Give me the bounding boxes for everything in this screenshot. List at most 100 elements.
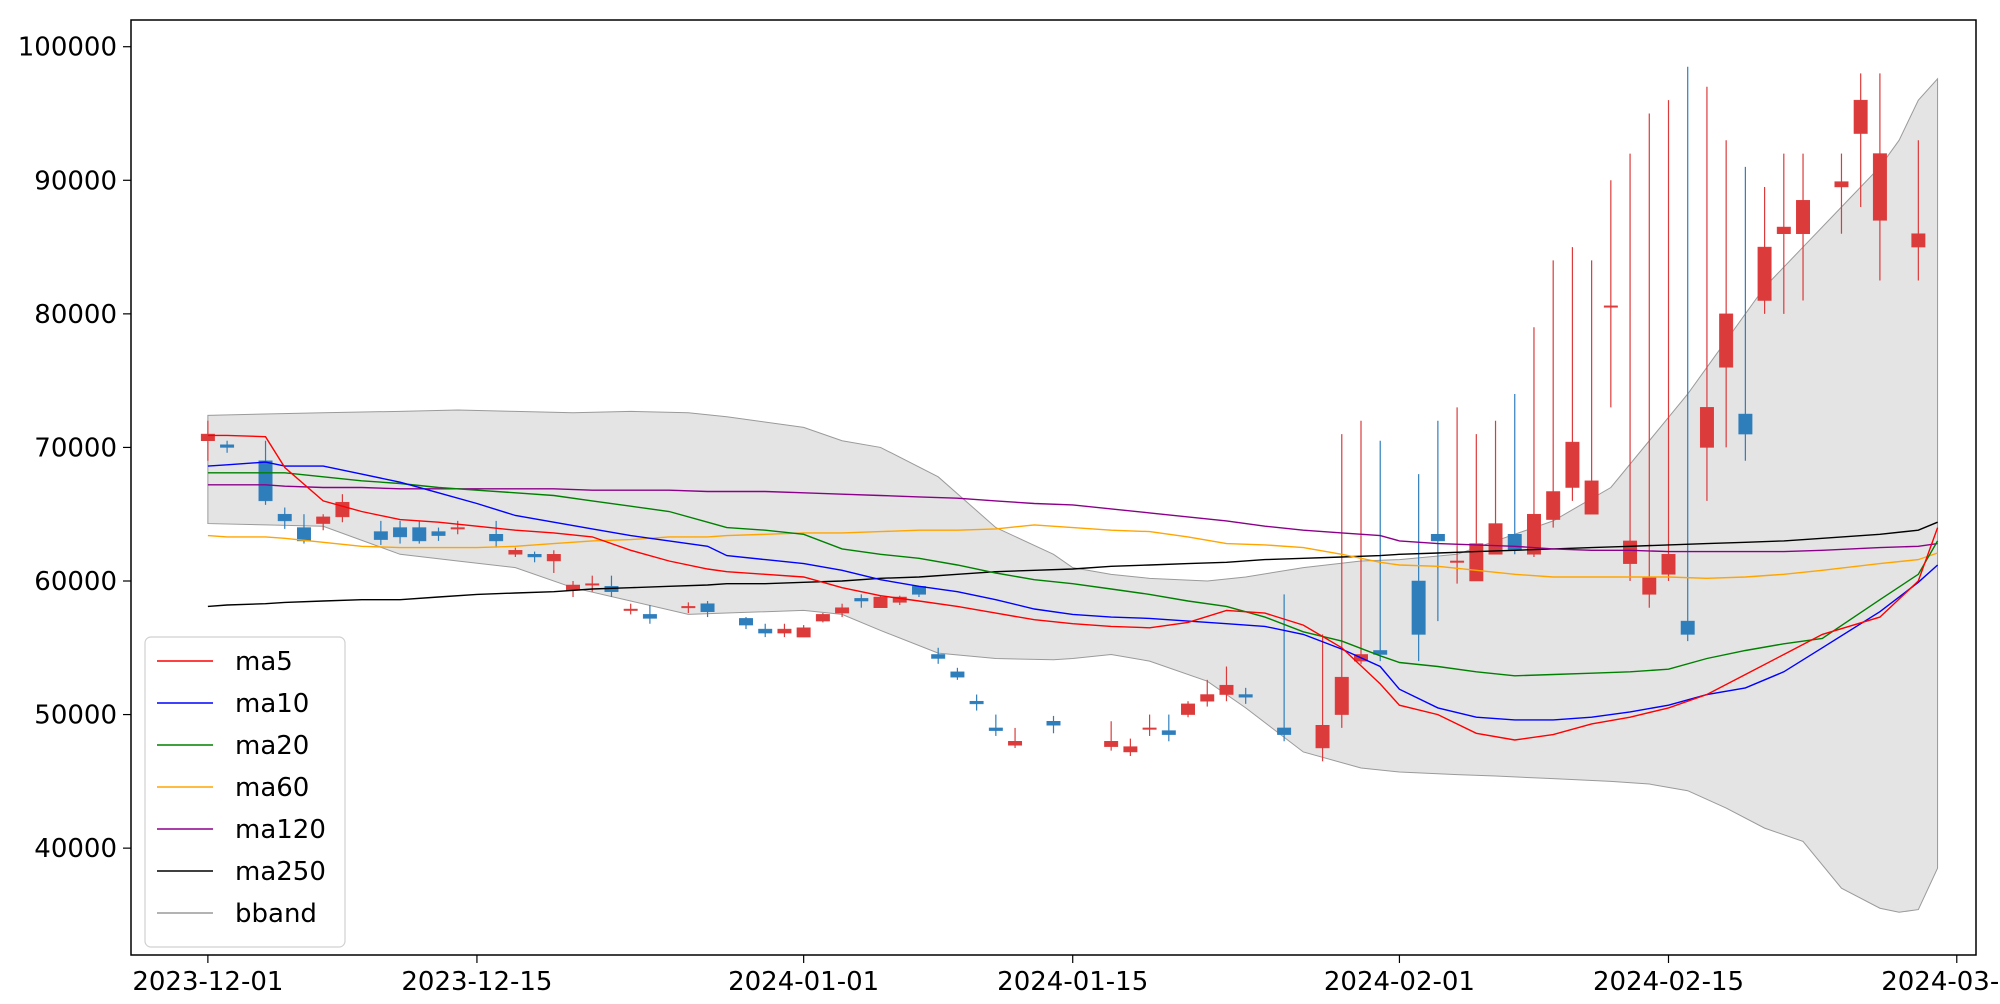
- candle: [1104, 721, 1119, 751]
- ma10-line: [207, 461, 1939, 721]
- legend: ma5 ma10 ma20 ma60 ma120 ma250 bband: [144, 636, 346, 948]
- legend-label: ma10: [235, 689, 309, 719]
- candle: [1411, 474, 1426, 662]
- y-tick-label: 40000: [34, 834, 117, 864]
- candle-body: [969, 700, 984, 705]
- y-tick-label: 80000: [34, 300, 117, 330]
- candle: [1661, 100, 1676, 581]
- candle-body: [623, 608, 638, 611]
- ma120-line: [207, 484, 1938, 553]
- candle: [1315, 634, 1330, 762]
- candle-body: [1776, 226, 1791, 234]
- bband-area: [207, 77, 1939, 913]
- legend-label: ma120: [235, 815, 326, 845]
- candle: [1430, 420, 1445, 622]
- candle-body: [950, 671, 965, 678]
- candle: [412, 520, 427, 544]
- candle-body: [1546, 491, 1561, 520]
- candle: [931, 647, 946, 664]
- candle: [777, 623, 792, 638]
- candle: [489, 520, 504, 548]
- ma250-line: [207, 521, 1938, 608]
- x-tick-label: 2024-02-01: [1324, 967, 1475, 997]
- candle-body: [815, 614, 830, 622]
- candle: [1757, 186, 1772, 314]
- candle-body: [1872, 153, 1887, 221]
- candle: [1373, 440, 1388, 662]
- candle-body: [1526, 513, 1541, 555]
- candle-body: [296, 527, 311, 542]
- candle-body: [1603, 305, 1618, 308]
- candle: [1526, 327, 1541, 557]
- candle-body: [1334, 676, 1349, 715]
- candle: [1123, 738, 1138, 756]
- candle: [1565, 247, 1580, 501]
- candle: [1603, 180, 1618, 408]
- candle: [1680, 66, 1695, 642]
- candle: [220, 440, 235, 453]
- candle-body: [431, 531, 446, 536]
- candle: [1546, 260, 1561, 528]
- candle: [1046, 715, 1061, 734]
- ma60-line: [207, 524, 1938, 580]
- legend-box: [144, 636, 346, 948]
- x-tick-label: 2024-02-15: [1593, 967, 1744, 997]
- candle: [277, 507, 292, 529]
- legend-label: ma250: [235, 857, 326, 887]
- candle: [1161, 714, 1176, 742]
- candle-body: [1219, 684, 1234, 695]
- candle-body: [258, 460, 273, 502]
- candle-body: [1104, 741, 1119, 747]
- x-tick-label: 2023-12-01: [132, 967, 283, 997]
- legend-label: ma60: [235, 773, 309, 803]
- y-tick-label: 90000: [34, 166, 117, 196]
- candle-body: [758, 628, 773, 634]
- candle-body: [412, 527, 427, 542]
- candle-body: [1911, 233, 1926, 248]
- legend-item-ma250: ma250: [157, 857, 326, 887]
- candle: [1872, 73, 1887, 281]
- candle: [1200, 679, 1215, 707]
- legend-item-bband: bband: [157, 899, 317, 929]
- candle-body: [527, 554, 542, 558]
- candle: [1776, 153, 1791, 314]
- candle-body: [1046, 721, 1061, 726]
- candle-body: [642, 614, 657, 619]
- candle-body: [1853, 99, 1868, 134]
- legend-item-ma120: ma120: [157, 815, 326, 845]
- candle-body: [373, 531, 388, 540]
- candle: [1507, 394, 1522, 555]
- candle-body: [1757, 246, 1772, 301]
- candle: [1738, 166, 1753, 461]
- candle-body: [489, 534, 504, 542]
- candle-body: [1238, 694, 1253, 698]
- legend-label: ma5: [235, 647, 293, 677]
- candle-body: [277, 513, 292, 522]
- candle: [739, 617, 753, 630]
- legend-item-ma5: ma5: [157, 647, 293, 677]
- candle-body: [508, 550, 523, 555]
- candle: [1450, 407, 1465, 584]
- candle-body: [200, 433, 215, 442]
- candle: [393, 520, 408, 544]
- candle: [1796, 153, 1811, 301]
- candle: [1911, 140, 1926, 281]
- candle-body: [393, 527, 408, 538]
- candle: [681, 602, 696, 614]
- candle-body: [1411, 580, 1426, 635]
- candle: [200, 420, 215, 461]
- candle: [815, 613, 830, 623]
- candle-body: [1469, 543, 1484, 582]
- candle-body: [700, 603, 715, 612]
- candle-body: [1200, 694, 1215, 702]
- candle: [854, 594, 869, 608]
- candle: [1719, 140, 1734, 448]
- plot-frame: [130, 19, 1977, 956]
- candle-body: [450, 527, 465, 530]
- candle-body: [1699, 407, 1714, 448]
- candle-body: [1642, 576, 1657, 595]
- candle: [1334, 434, 1349, 728]
- x-axis: 2023-12-01 2023-12-15 2024-01-01 2024-01-15…: [132, 955, 2000, 997]
- candle-body: [1123, 746, 1138, 753]
